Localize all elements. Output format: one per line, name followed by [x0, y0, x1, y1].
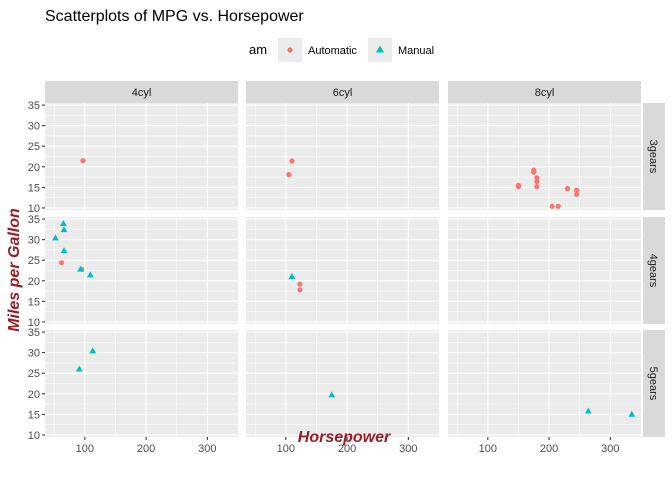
data-point-automatic [531, 167, 537, 173]
strip-label-5gears: 5gears [647, 367, 659, 401]
strip-right-4gears [643, 217, 665, 324]
y-tick-label: 25 [28, 255, 40, 267]
y-tick-label: 20 [28, 276, 40, 288]
data-point-automatic [58, 260, 65, 266]
data-point-manual [288, 273, 296, 280]
strip-label-6cyl: 6cyl [333, 87, 353, 99]
data-point-manual [89, 347, 97, 354]
legend-label-manual: Manual [398, 45, 434, 57]
legend-title: am [249, 42, 267, 57]
y-tick-label: 20 [28, 162, 40, 174]
x-tick-label: 300 [601, 443, 619, 455]
strip-top-6cyl [246, 81, 439, 103]
x-tick-label: 200 [338, 443, 356, 455]
panel-4cyl-4gears [45, 217, 238, 324]
x-tick-label: 100 [277, 443, 295, 455]
data-point-automatic [574, 191, 580, 197]
legend: am Automatic Manual [249, 38, 434, 62]
strip-label-3gears: 3gears [647, 140, 659, 174]
data-point-manual [60, 247, 68, 254]
data-point-automatic [286, 172, 292, 178]
y-tick-label: 35 [28, 214, 40, 226]
y-tick-label: 25 [28, 368, 40, 380]
panel-6cyl-3gears [246, 103, 439, 210]
x-tick-label: 200 [540, 443, 558, 455]
y-tick-label: 35 [28, 100, 40, 112]
data-point-manual [584, 407, 592, 414]
strip-label-8cyl: 8cyl [535, 87, 555, 99]
strip-right-3gears [643, 103, 665, 210]
x-tick-label: 300 [198, 443, 216, 455]
legend-symbol-automatic [287, 47, 293, 53]
y-tick-label: 10 [28, 203, 40, 215]
data-point-manual [328, 391, 336, 398]
data-point-automatic [574, 187, 580, 193]
chart-title: Scatterplots of MPG vs. Horsepower [45, 8, 304, 25]
y-tick-label: 20 [28, 389, 40, 401]
x-tick-label: 300 [399, 443, 417, 455]
y-tick-label: 15 [28, 296, 40, 308]
data-point-manual [60, 226, 68, 233]
data-point-manual [86, 271, 94, 278]
data-point-automatic [534, 179, 540, 185]
data-point-automatic [297, 281, 303, 287]
y-tick-label: 30 [28, 235, 40, 247]
x-tick-label: 100 [76, 443, 94, 455]
data-point-automatic [80, 158, 86, 164]
data-point-automatic [564, 186, 571, 192]
y-tick-label: 25 [28, 141, 40, 153]
y-tick-label: 15 [28, 182, 40, 194]
data-point-automatic [555, 203, 561, 209]
strip-top-8cyl [448, 81, 641, 103]
x-tick-label: 200 [137, 443, 155, 455]
data-point-automatic [289, 158, 295, 164]
y-tick-label: 35 [28, 327, 40, 339]
legend-symbol-manual [376, 45, 384, 53]
panel-4cyl-3gears [45, 103, 238, 210]
legend-label-automatic: Automatic [308, 45, 357, 57]
data-point-automatic [515, 183, 522, 190]
strip-right-5gears [643, 330, 665, 437]
data-point-manual [52, 234, 59, 241]
y-tick-label: 30 [28, 348, 40, 360]
data-point-manual [59, 219, 67, 226]
panel-4cyl-5gears [45, 330, 238, 437]
data-point-automatic [297, 287, 303, 293]
x-tick-label: 100 [479, 443, 497, 455]
panel-6cyl-4gears [246, 217, 439, 324]
strip-label-4cyl: 4cyl [132, 87, 152, 99]
y-tick-label: 10 [28, 430, 40, 442]
y-axis-title: Miles per Gallon [6, 208, 23, 332]
panel-8cyl-5gears [448, 330, 641, 437]
y-tick-label: 30 [28, 121, 40, 133]
y-tick-label: 10 [28, 317, 40, 329]
data-point-automatic [534, 183, 540, 190]
panel-6cyl-5gears [246, 330, 439, 437]
data-point-manual [75, 365, 83, 372]
data-point-manual [628, 410, 636, 417]
panel-8cyl-3gears [448, 103, 641, 210]
x-axis-title: Horsepower [298, 429, 391, 446]
data-point-manual [77, 265, 84, 272]
data-point-automatic [549, 203, 555, 209]
facet-panels: 4cyl 6cyl 8cyl 3gears 4gears 5gears 10 15 20 25 30… [28, 81, 665, 455]
strip-label-4gears: 4gears [647, 254, 659, 288]
strip-top-4cyl [45, 81, 238, 103]
panel-8cyl-4gears [448, 217, 641, 324]
y-tick-label: 15 [28, 409, 40, 421]
data-point-automatic [534, 175, 540, 181]
